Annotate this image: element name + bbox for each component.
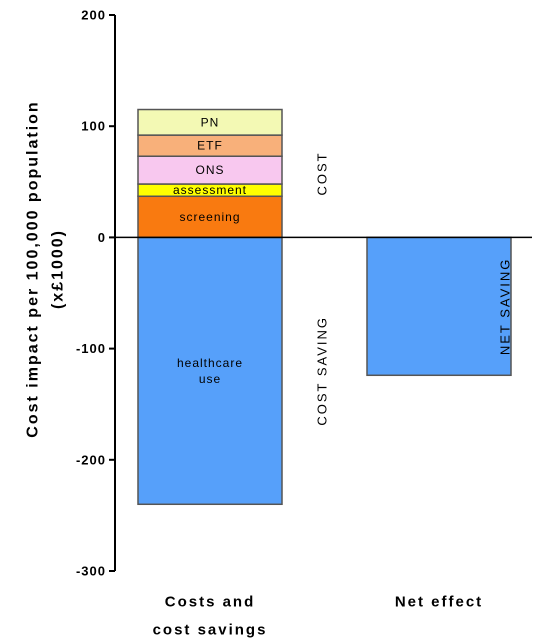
y-tick-label: -300 (76, 564, 106, 579)
segment-label: screening (179, 210, 240, 224)
y-axis: -300 -200 -100 0 100 200 (76, 8, 532, 579)
segment-label: ETF (197, 139, 223, 153)
bar-segment-ons (137, 155, 283, 185)
segment-label: assessment (173, 183, 247, 197)
annotation-cost: COST (315, 151, 330, 195)
bars: healthcare use screening assessment ONS ETF PN (137, 108, 512, 506)
annotation-cost-saving: COST SAVING (315, 316, 330, 426)
y-tick-label: -100 (76, 341, 106, 356)
category-labels: Costs and cost savings Net effect (153, 594, 483, 639)
segment-label: healthcare (177, 356, 243, 370)
y-axis-title-line: (x£1000) (50, 229, 67, 309)
bar-segment-screening (137, 195, 283, 239)
y-tick-label: -200 (76, 452, 106, 467)
y-tick-label: 100 (81, 119, 106, 134)
x-category-label: Costs and (165, 594, 256, 611)
segment-label: use (199, 372, 221, 386)
bar-segment-healthcare-use (137, 236, 283, 506)
bar-segment-pn (137, 108, 283, 136)
y-axis-title-line: Cost impact per 100,000 population (25, 100, 42, 437)
y-tick-label: 0 (98, 230, 106, 245)
annotation-net-saving: NET SAVING (498, 258, 513, 356)
segment-label: PN (201, 115, 220, 129)
x-category-label: Net effect (395, 594, 483, 611)
annotations: COST COST SAVING NET SAVING (315, 151, 513, 425)
y-axis-title: Cost impact per 100,000 population (x£100… (25, 100, 67, 437)
segment-label: ONS (195, 163, 224, 177)
bar-segment-net-effect (366, 236, 512, 377)
y-tick-label: 200 (81, 8, 106, 23)
x-category-label: cost savings (153, 622, 268, 639)
